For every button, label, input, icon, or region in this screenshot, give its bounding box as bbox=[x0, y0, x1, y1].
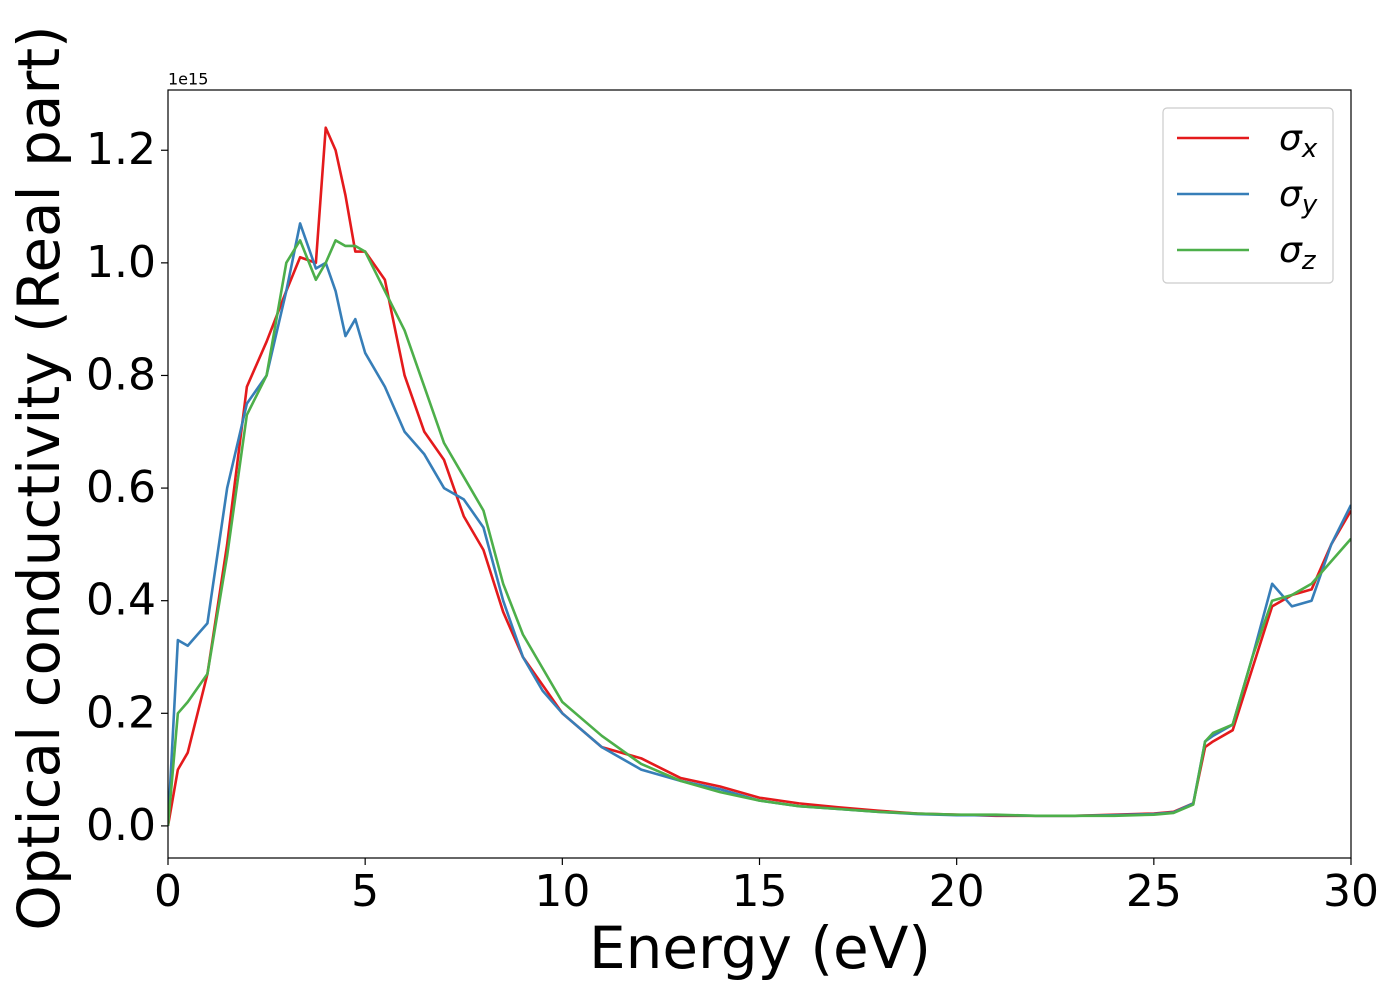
x-axis-label: Energy (eV) bbox=[589, 914, 931, 982]
x-tick-label: 15 bbox=[732, 866, 788, 917]
x-tick-label: 10 bbox=[534, 866, 590, 917]
legend-label: σy bbox=[1279, 174, 1318, 220]
y-tick-label: 1.2 bbox=[86, 124, 156, 175]
x-tick-label: 30 bbox=[1323, 866, 1379, 917]
plot-frame bbox=[167, 89, 1352, 859]
y-tick-label: 1.0 bbox=[86, 237, 156, 288]
x-tick-label: 25 bbox=[1126, 866, 1182, 917]
y-tick-label: 0.0 bbox=[86, 800, 156, 851]
x-tick-label: 20 bbox=[929, 866, 985, 917]
y-tick-label: 0.4 bbox=[86, 575, 156, 626]
y-offset-label: 1e15 bbox=[168, 70, 208, 89]
y-axis-label: Optical conductivity (Real part) bbox=[5, 25, 73, 930]
line-series bbox=[168, 239, 1351, 827]
y-tick-label: 0.2 bbox=[86, 687, 156, 738]
y-tick-label: 0.8 bbox=[86, 349, 156, 400]
legend-label: σz bbox=[1279, 230, 1317, 276]
line-series bbox=[168, 222, 1351, 826]
y-tick-label: 0.6 bbox=[86, 462, 156, 513]
legend-box bbox=[1162, 107, 1334, 284]
legend-label: σx bbox=[1279, 118, 1318, 164]
x-tick-label: 5 bbox=[351, 866, 379, 917]
x-tick-label: 0 bbox=[154, 866, 182, 917]
